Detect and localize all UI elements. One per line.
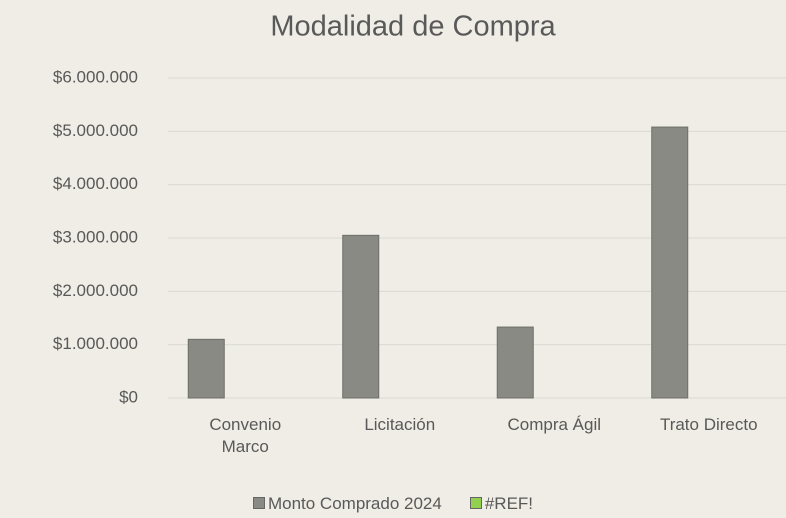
legend-item: Monto Comprado 2024 xyxy=(252,494,442,514)
legend-label: #REF! xyxy=(484,494,534,513)
bar xyxy=(187,338,225,399)
legend-swatch xyxy=(252,497,265,509)
legend-swatch xyxy=(469,497,482,509)
y-tick-label: $0 xyxy=(119,387,138,406)
x-tick-label: Compra Ágil xyxy=(507,415,602,434)
x-tick-label: Trato Directo xyxy=(659,415,758,434)
bar xyxy=(342,234,380,399)
y-tick-label: $5.000.000 xyxy=(53,121,138,140)
x-tick-label: Licitación xyxy=(364,415,436,434)
chart-title: Modalidad de Compra xyxy=(270,11,556,43)
bar xyxy=(496,326,534,399)
bar xyxy=(651,126,689,399)
legend-item: #REF! xyxy=(469,494,534,514)
y-tick-label: $1.000.000 xyxy=(53,334,138,353)
y-tick-label: $6.000.000 xyxy=(53,67,138,86)
legend: Monto Comprado 2024 #REF! xyxy=(0,494,786,514)
y-tick-label: $2.000.000 xyxy=(53,281,138,300)
x-tick-label: Convenio Marco xyxy=(209,415,282,456)
y-tick-label: $3.000.000 xyxy=(53,227,138,246)
legend-label: Monto Comprado 2024 xyxy=(267,494,442,513)
y-tick-label: $4.000.000 xyxy=(53,174,138,193)
